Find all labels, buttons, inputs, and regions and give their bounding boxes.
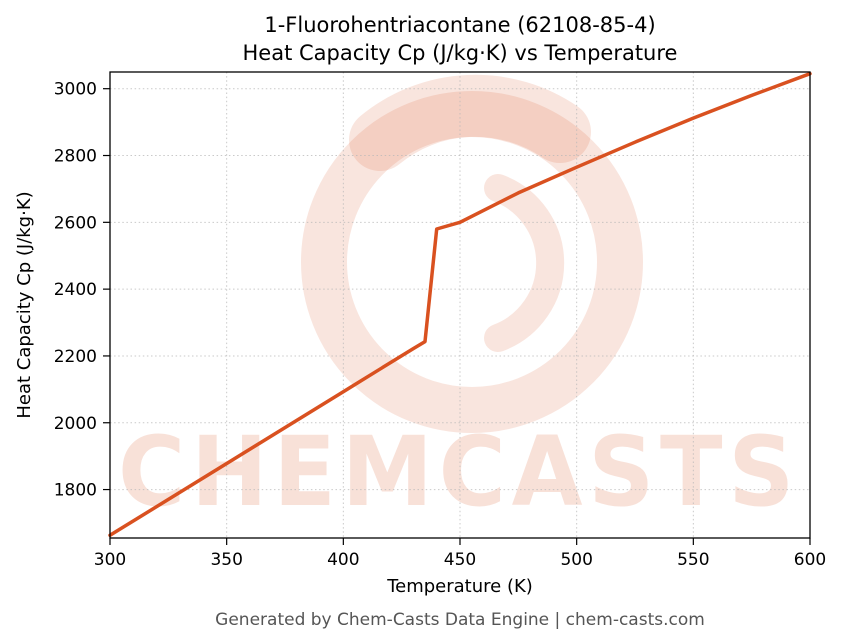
watermark: CHEMCASTS — [118, 74, 800, 528]
plot-border — [109, 71, 811, 539]
x-tick-label: 600 — [794, 550, 826, 570]
plot-area: 300 350 400 450 500 550 600 1800 2000 2200 2400 260… — [54, 71, 826, 570]
y-tick-label: 2400 — [54, 280, 97, 300]
x-tick-label: 500 — [560, 550, 592, 570]
logo-inner-curl — [484, 174, 565, 352]
title-line-1: 1-Fluorohentriacontane (62108-85-4) — [264, 13, 655, 37]
x-tick-label: 350 — [210, 550, 242, 570]
watermark-text: CHEMCASTS — [118, 416, 800, 528]
footer-text: Generated by Chem-Casts Data Engine | ch… — [215, 610, 705, 630]
y-tick-label: 2200 — [54, 347, 97, 367]
y-tick-label: 2800 — [54, 147, 97, 167]
x-tick-label: 450 — [444, 550, 476, 570]
y-tick-label: 3000 — [54, 80, 97, 100]
chemcasts-logo-icon — [301, 74, 643, 433]
x-axis-label: Temperature (K) — [386, 576, 533, 597]
logo-outer-ring — [301, 91, 643, 433]
x-tick-label: 550 — [677, 550, 709, 570]
y-tick-label: 2600 — [54, 213, 97, 233]
y-tick-label: 2000 — [54, 414, 97, 434]
logo-top-blob — [349, 74, 591, 171]
title-line-2: Heat Capacity Cp (J/kg·K) vs Temperature — [243, 41, 678, 65]
x-tick-label: 400 — [327, 550, 359, 570]
y-tick-label: 1800 — [54, 481, 97, 501]
cp-line — [108, 71, 812, 538]
y-axis-label: Heat Capacity Cp (J/kg·K) — [14, 191, 35, 418]
x-tick-label: 300 — [94, 550, 126, 570]
